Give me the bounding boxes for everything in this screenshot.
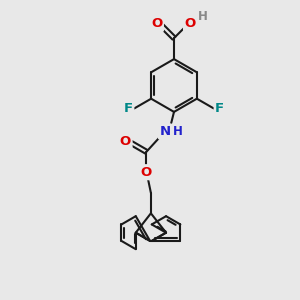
Text: N: N	[159, 125, 171, 138]
Text: H: H	[198, 10, 208, 23]
Text: F: F	[124, 102, 133, 115]
Text: H: H	[173, 125, 182, 138]
Text: O: O	[151, 17, 162, 30]
Text: F: F	[215, 102, 224, 115]
Text: O: O	[141, 166, 152, 179]
Text: O: O	[120, 135, 131, 148]
Text: O: O	[184, 17, 196, 30]
